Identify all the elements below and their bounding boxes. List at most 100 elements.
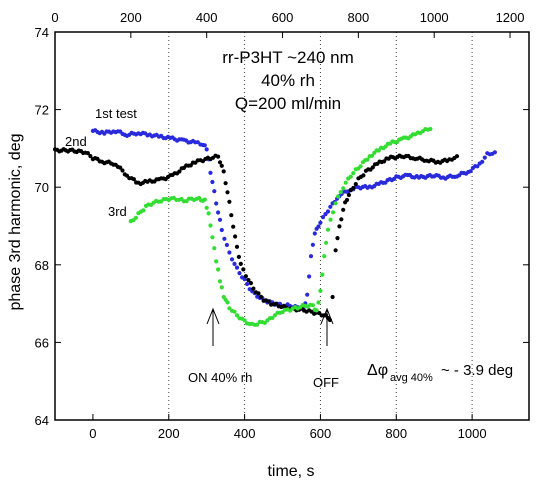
annotation-delta-phi-subscript: avg 40% (390, 372, 433, 384)
y-tick-label-68: 68 (35, 258, 49, 273)
data-point-3rd (133, 215, 138, 220)
data-point-3rd (242, 318, 247, 323)
data-point-2nd (234, 244, 240, 249)
on-arrow-head (206, 307, 220, 325)
data-point-2nd (333, 248, 338, 253)
data-point-3rd (351, 171, 356, 176)
data-point-3rd (206, 211, 211, 216)
data-point-3rd (358, 164, 363, 169)
data-point-3rd (141, 208, 146, 213)
data-point-2nd (330, 294, 335, 300)
data-point-3rd (348, 174, 353, 179)
y-tick-label-74: 74 (35, 25, 49, 40)
data-point-1st-test (245, 281, 250, 287)
data-point-1st-test (232, 261, 237, 266)
data-point-3rd (255, 322, 260, 327)
chart-title-line-1: rr-P3HT ~240 nm (222, 48, 353, 67)
data-point-2nd (118, 165, 123, 170)
data-point-2nd (344, 197, 350, 203)
data-point-2nd (246, 277, 251, 283)
data-point-2nd (131, 177, 136, 182)
data-point-1st-test (480, 159, 485, 164)
data-point-1st-test (229, 257, 235, 262)
data-point-2nd (219, 163, 224, 168)
data-point-3rd (232, 309, 237, 314)
data-point-2nd (361, 173, 366, 178)
data-point-3rd (428, 126, 433, 132)
annotation-delta-phi-value: ~ - 3.9 deg (441, 362, 513, 379)
data-point-2nd (339, 217, 344, 222)
data-point-2nd (351, 185, 356, 191)
annotation-delta-phi: Δφ (367, 362, 388, 379)
data-point-3rd (369, 153, 375, 158)
data-point-2nd (177, 169, 182, 174)
data-point-3rd (318, 288, 323, 293)
top-tick-label-800: 800 (348, 10, 370, 25)
chart-title-line-3: Q=200 ml/min (235, 94, 341, 113)
data-point-3rd (227, 306, 232, 311)
data-point-2nd (266, 299, 271, 304)
top-tick-label-1000: 1000 (420, 10, 449, 25)
data-point-3rd (333, 201, 338, 206)
data-point-2nd (454, 154, 460, 159)
data-point-1st-test (219, 227, 224, 233)
data-point-3rd (217, 279, 223, 284)
data-point-3rd (216, 267, 221, 272)
data-point-1st-test (308, 254, 314, 259)
x-tick-label-600: 600 (310, 426, 332, 441)
data-point-1st-test (316, 224, 321, 229)
axis-tick-labels: 0 200 400 600 800 1000 0 200 400 600 800 1000 1200 64… (35, 10, 525, 441)
series-label-1st-test: 1st test (95, 106, 137, 121)
top-tick-label-200: 200 (120, 10, 142, 25)
series-label-3rd: 3rd (108, 204, 127, 219)
data-point-2nd (85, 151, 90, 156)
data-point-2nd (216, 154, 221, 159)
data-point-2nd (251, 286, 256, 291)
data-point-1st-test (222, 236, 227, 241)
x-tick-label-200: 200 (158, 426, 180, 441)
data-point-1st-test (475, 164, 480, 169)
data-point-3rd (210, 235, 215, 240)
data-point-3rd (325, 227, 331, 232)
data-point-1st-test (204, 147, 209, 152)
data-point-1st-test (328, 204, 333, 209)
data-point-1st-test (307, 274, 312, 279)
data-point-1st-test (208, 170, 213, 175)
data-point-2nd (346, 192, 351, 198)
data-point-3rd (214, 259, 219, 264)
data-point-1st-test (224, 242, 229, 248)
data-point-1st-test (325, 209, 331, 214)
data-point-3rd (234, 313, 240, 318)
x-tick-label-800: 800 (385, 426, 407, 441)
plot-frame (54, 31, 530, 421)
data-point-1st-test (468, 169, 473, 174)
data-point-1st-test (202, 143, 207, 148)
y-tick-label-64: 64 (35, 413, 49, 428)
top-tick-label-600: 600 (272, 10, 294, 25)
data-point-2nd (88, 154, 93, 159)
chart-title-line-2: 40% rh (261, 71, 315, 90)
data-point-2nd (341, 207, 346, 212)
data-point-1st-test (482, 155, 487, 160)
grid-lines (168, 32, 473, 420)
data-point-3rd (212, 246, 217, 251)
top-tick-label-0: 0 (51, 10, 58, 25)
data-point-1st-test (305, 292, 310, 297)
axis-ticks (54, 31, 529, 421)
data-point-3rd (310, 303, 315, 308)
data-point-3rd (219, 285, 224, 290)
data-point-3rd (331, 210, 336, 215)
data-point-2nd (335, 236, 340, 241)
data-point-2nd (258, 294, 264, 299)
data-point-3rd (204, 205, 209, 210)
data-point-3rd (270, 315, 275, 321)
data-point-2nd (353, 182, 358, 187)
data-point-3rd (365, 157, 370, 162)
data-point-1st-test (310, 242, 315, 247)
data-point-1st-test (237, 271, 242, 276)
y-tick-label-66: 66 (35, 335, 49, 350)
data-point-3rd (202, 197, 207, 202)
data-point-2nd (238, 261, 243, 266)
data-point-2nd (233, 234, 238, 239)
data-point-3rd (208, 223, 213, 228)
